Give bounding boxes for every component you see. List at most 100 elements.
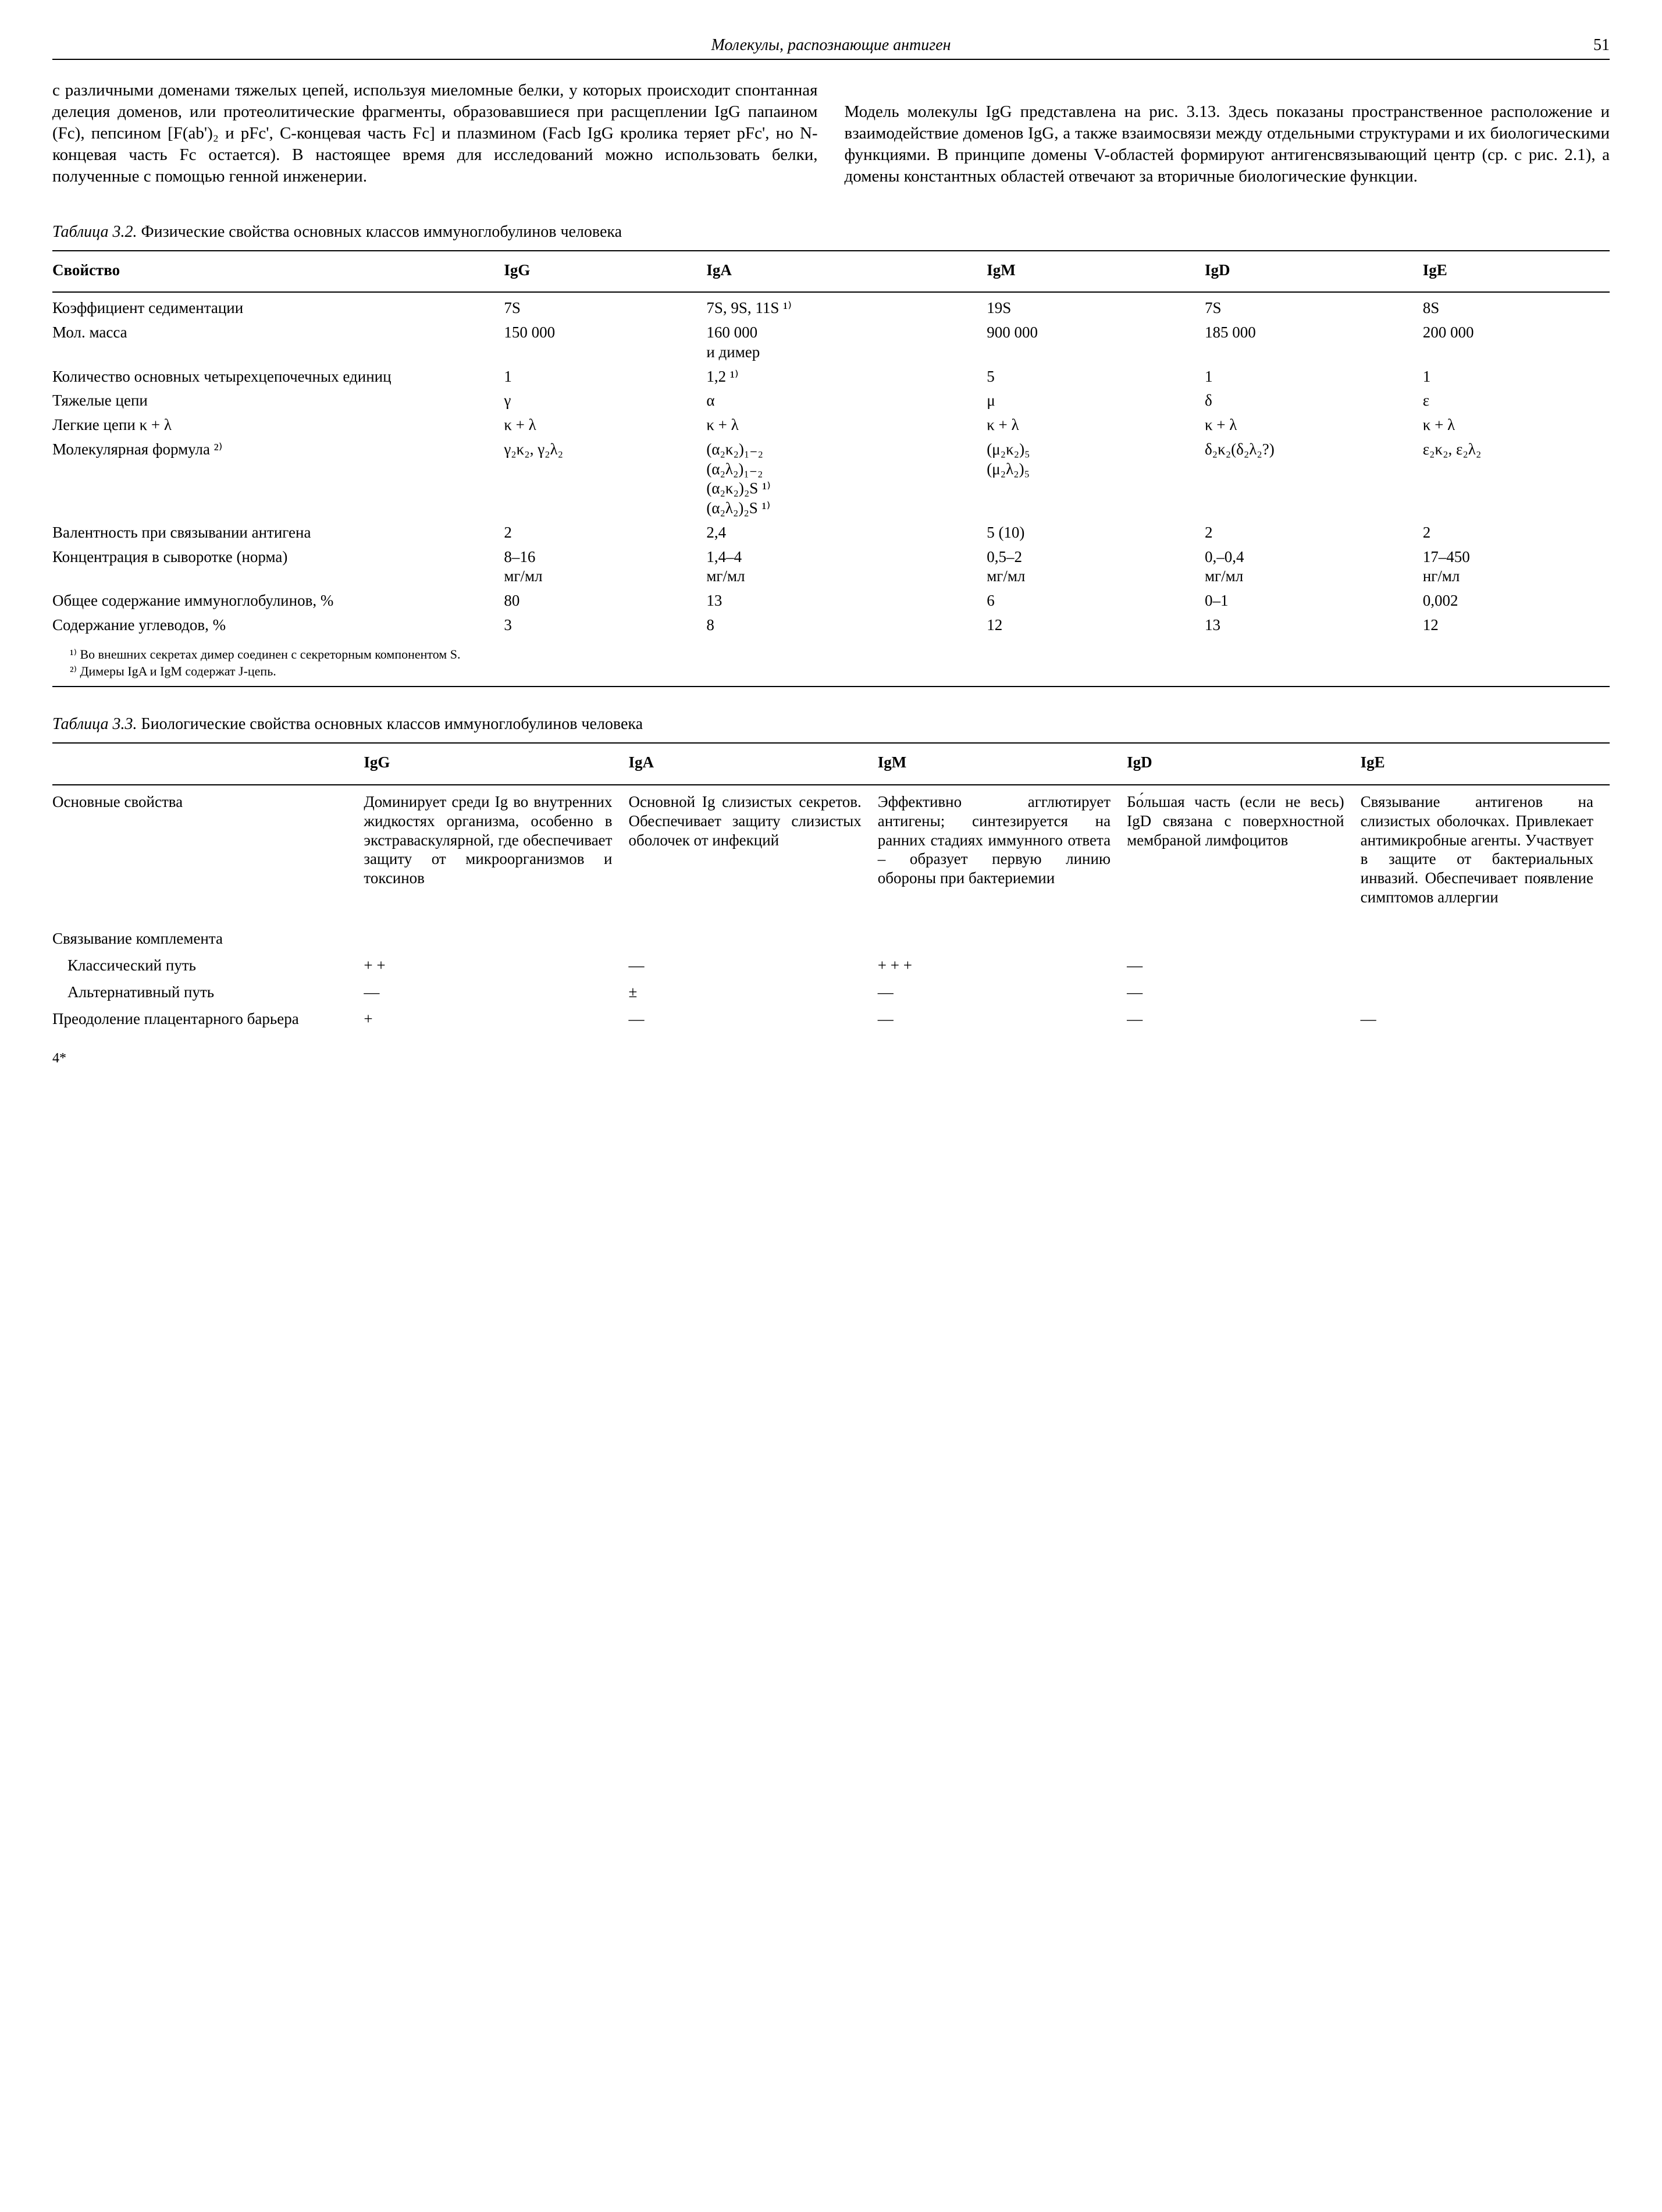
- table-cell: 1: [1205, 365, 1423, 389]
- table-row: Преодоление плацентарного барьера+————: [52, 1006, 1610, 1033]
- table-row: Концентрация в сыворотке (норма)8–16 мг/…: [52, 545, 1610, 589]
- table-cell: 7S, 9S, 11S ¹⁾: [706, 296, 987, 321]
- column-header: IgE: [1423, 255, 1610, 289]
- table-cell: 1: [504, 365, 706, 389]
- table32-caption: Таблица 3.2. Физические свойства основны…: [52, 222, 1610, 242]
- table-cell: ε₂κ₂, ε₂λ₂: [1423, 438, 1610, 521]
- table-row: Классический путь+ +—+ + +—: [52, 952, 1610, 979]
- table-cell: ε: [1423, 389, 1610, 413]
- table-cell: μ: [987, 389, 1205, 413]
- table-cell: 7S: [504, 296, 706, 321]
- table-row: Количество основных четырехцепочечных ед…: [52, 365, 1610, 389]
- paragraph-right: Модель молекулы IgG представлена на рис.…: [845, 102, 1610, 186]
- table-cell: 80: [504, 589, 706, 613]
- table-cell: —: [628, 1006, 877, 1033]
- rule: [52, 784, 1610, 785]
- table-cell: Бо́льшая часть (если не весь) IgD связан…: [1127, 789, 1361, 911]
- table-cell: Коэффициент седиментации: [52, 296, 504, 321]
- footnote: ¹⁾ Во внешних секретах димер соединен с …: [70, 646, 1610, 663]
- table-cell: +: [364, 1006, 628, 1033]
- table-cell: 0–1: [1205, 589, 1423, 613]
- table-cell: 160 000 и димер: [706, 321, 987, 365]
- table-row: Основные свойстваДоминирует среди Ig во …: [52, 789, 1610, 911]
- table32-caption-label: Таблица 3.2.: [52, 223, 137, 241]
- table-cell: 12: [1423, 613, 1610, 638]
- table-cell: Классический путь: [52, 952, 364, 979]
- table-cell: γ₂κ₂, γ₂λ₂: [504, 438, 706, 521]
- table-cell: 185 000: [1205, 321, 1423, 365]
- header-title: Молекулы, распознающие антиген: [87, 35, 1575, 55]
- table-cell: (α₂κ₂)₁₋₂ (α₂λ₂)₁₋₂ (α₂κ₂)₂S ¹⁾ (α₂λ₂)₂S…: [706, 438, 987, 521]
- table-cell: Связывание антигенов на слизистых оболоч…: [1361, 789, 1610, 911]
- table-row: Молекулярная формула ²⁾γ₂κ₂, γ₂λ₂(α₂κ₂)₁…: [52, 438, 1610, 521]
- table-row: Мол. масса150 000160 000 и димер900 0001…: [52, 321, 1610, 365]
- table-cell: 200 000: [1423, 321, 1610, 365]
- table-cell: Основной Ig слизистых секретов. Обеспечи…: [628, 789, 877, 911]
- table-cell: α: [706, 389, 987, 413]
- rule: [52, 291, 1610, 293]
- table-cell: Количество основных четырехцепочечных ед…: [52, 365, 504, 389]
- rule: [52, 686, 1610, 687]
- column-header: IgD: [1205, 255, 1423, 289]
- table-cell: δ₂κ₂(δ₂λ₂?): [1205, 438, 1423, 521]
- running-header: Молекулы, распознающие антиген 51: [52, 35, 1610, 60]
- table-cell: 1: [1423, 365, 1610, 389]
- column-header: IgG: [504, 255, 706, 289]
- table-row: Легкие цепи κ + λκ + λκ + λκ + λκ + λκ +…: [52, 413, 1610, 438]
- table-cell: 8–16 мг/мл: [504, 545, 706, 589]
- table-cell: κ + λ: [706, 413, 987, 438]
- table-cell: ±: [628, 979, 877, 1006]
- table-cell: 0,–0,4 мг/мл: [1205, 545, 1423, 589]
- table-cell: 2: [1423, 521, 1610, 545]
- table32-caption-text: Физические свойства основных классов имм…: [141, 223, 622, 241]
- table-cell: 8S: [1423, 296, 1610, 321]
- column-header: IgE: [1361, 747, 1610, 781]
- table-cell: 13: [1205, 613, 1423, 638]
- table-cell: Общее содержание иммуноглобулинов, %: [52, 589, 504, 613]
- column-header: IgD: [1127, 747, 1361, 781]
- table-row: Связывание комплемента: [52, 926, 1610, 952]
- table-cell: 2: [504, 521, 706, 545]
- table-cell: Доминирует среди Ig во внутренних жидкос…: [364, 789, 628, 911]
- table-cell: [878, 926, 1127, 952]
- table-cell: —: [878, 1006, 1127, 1033]
- table-cell: (μ₂κ₂)₅ (μ₂λ₂)₅: [987, 438, 1205, 521]
- table-cell: 6: [987, 589, 1205, 613]
- table-row: Общее содержание иммуноглобулинов, %8013…: [52, 589, 1610, 613]
- table-cell: 3: [504, 613, 706, 638]
- table-cell: 17–450 нг/мл: [1423, 545, 1610, 589]
- table-cell: —: [1127, 1006, 1361, 1033]
- table-cell: 1,4–4 мг/мл: [706, 545, 987, 589]
- table33-body: Основные свойстваДоминирует среди Ig во …: [52, 789, 1610, 1033]
- table-cell: 150 000: [504, 321, 706, 365]
- table-cell: 0,002: [1423, 589, 1610, 613]
- table-cell: κ + λ: [1205, 413, 1423, 438]
- table-row: Альтернативный путь—±——: [52, 979, 1610, 1006]
- table-cell: —: [1127, 952, 1361, 979]
- table-cell: Преодоление плацентарного барьера: [52, 1006, 364, 1033]
- column-header: IgM: [878, 747, 1127, 781]
- table-cell: Основные свойства: [52, 789, 364, 911]
- rule: [52, 742, 1610, 744]
- column-header: [52, 747, 364, 781]
- table-cell: Концентрация в сыворотке (норма): [52, 545, 504, 589]
- table-cell: κ + λ: [1423, 413, 1610, 438]
- table-cell: Содержание углеводов, %: [52, 613, 504, 638]
- table-row: Валентность при связывании антигена22,45…: [52, 521, 1610, 545]
- table-cell: Молекулярная формула ²⁾: [52, 438, 504, 521]
- column-header: Свойство: [52, 255, 504, 289]
- table33-caption-text: Биологические свойства основных классов …: [141, 715, 643, 733]
- table-cell: —: [878, 979, 1127, 1006]
- table-cell: 8: [706, 613, 987, 638]
- table33: IgGIgAIgMIgDIgE: [52, 747, 1610, 781]
- table-cell: 19S: [987, 296, 1205, 321]
- table32-body: Коэффициент седиментации7S7S, 9S, 11S ¹⁾…: [52, 296, 1610, 637]
- table-cell: Валентность при связывании антигена: [52, 521, 504, 545]
- table-cell: [628, 926, 877, 952]
- table-cell: Связывание комплемента: [52, 926, 364, 952]
- table-cell: Мол. масса: [52, 321, 504, 365]
- table-cell: γ: [504, 389, 706, 413]
- table-cell: [1361, 952, 1610, 979]
- table-cell: [1361, 979, 1610, 1006]
- page-number: 51: [1575, 35, 1610, 55]
